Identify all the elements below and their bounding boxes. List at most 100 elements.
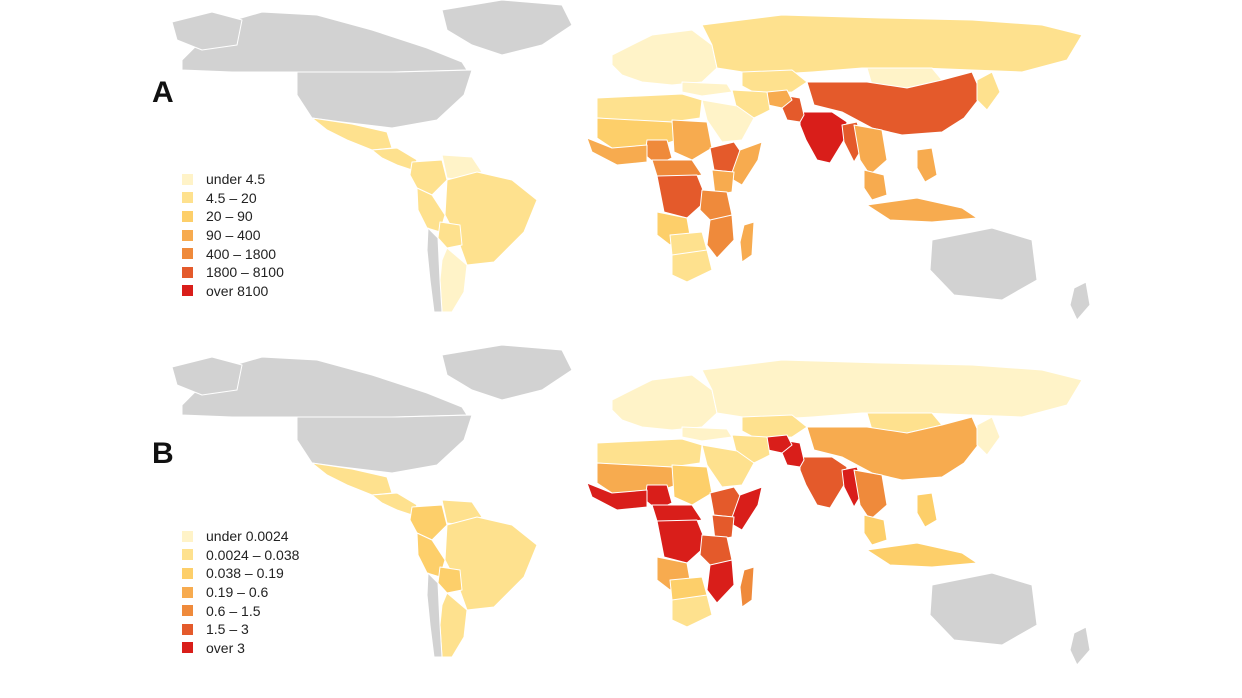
world-map-a — [171, 0, 1091, 321]
panel-letter-a: A — [152, 76, 174, 109]
legend-label: 4.5 – 20 — [206, 189, 257, 206]
region-mozambique — [706, 214, 735, 259]
region-central-america — [371, 147, 418, 171]
region-kazakhstan — [741, 414, 808, 440]
region-central-america — [371, 492, 418, 516]
region-turkey — [681, 426, 733, 442]
region-philippines — [916, 147, 938, 183]
legend-item: under 4.5 — [182, 170, 284, 189]
region-canada — [181, 11, 468, 73]
legend-item: 0.6 – 1.5 — [182, 601, 299, 620]
legend-swatch — [182, 285, 193, 297]
region-bolivia — [437, 221, 463, 249]
region-sudan — [671, 464, 713, 506]
region-greenland — [441, 0, 573, 56]
legend-swatch — [182, 586, 193, 598]
legend-label: 0.038 – 0.19 — [206, 565, 284, 582]
region-west-africa-coast — [586, 137, 648, 166]
region-west-africa-coast — [586, 482, 648, 511]
legend-swatch — [182, 623, 193, 635]
figure: A under 4.5 4.5 – 20 20 – 90 90 – 400 40… — [142, 0, 1104, 690]
region-arabia — [701, 444, 755, 488]
legend-label: over 3 — [206, 639, 245, 656]
region-europe — [611, 29, 718, 86]
region-southeast-asia — [863, 514, 888, 546]
region-sudan — [671, 119, 713, 161]
region-australia — [929, 572, 1038, 646]
legend-label: over 8100 — [206, 282, 269, 299]
legend-swatch — [182, 605, 193, 617]
region-chile — [426, 227, 443, 313]
region-brazil — [444, 516, 538, 611]
region-indonesia — [866, 542, 978, 568]
world-map-b — [171, 345, 1091, 666]
region-new-zealand — [1069, 626, 1091, 666]
region-turkey — [681, 81, 733, 97]
region-north-africa — [596, 438, 703, 468]
legend-swatch — [182, 530, 193, 542]
legend-label: 90 – 400 — [206, 227, 261, 244]
legend-label: 1.5 – 3 — [206, 621, 249, 638]
legend-swatch — [182, 567, 193, 579]
region-argentina — [439, 592, 468, 658]
region-indochina — [853, 469, 888, 521]
region-china — [806, 71, 983, 136]
region-mozambique — [706, 559, 735, 604]
legend-item: 0.0024 – 0.038 — [182, 546, 299, 565]
legend-item: 4.5 – 20 — [182, 189, 284, 208]
region-russia — [701, 359, 1083, 421]
region-russia — [701, 14, 1083, 76]
region-madagascar — [739, 221, 755, 263]
legend-swatch — [182, 642, 193, 654]
region-china — [806, 416, 983, 481]
legend-b: under 0.0024 0.0024 – 0.038 0.038 – 0.19… — [182, 527, 299, 657]
region-japan — [976, 416, 1001, 456]
region-europe — [611, 374, 718, 431]
region-colombia — [409, 159, 448, 196]
region-alaska — [171, 11, 243, 51]
legend-item: 1.5 – 3 — [182, 620, 299, 639]
legend-item: over 3 — [182, 639, 299, 658]
legend-label: 0.19 – 0.6 — [206, 584, 269, 601]
legend-item: 0.19 – 0.6 — [182, 583, 299, 602]
region-indochina — [853, 124, 888, 176]
region-united-states — [296, 414, 473, 474]
region-north-africa — [596, 93, 703, 123]
legend-swatch — [182, 229, 193, 241]
region-kazakhstan — [741, 69, 808, 95]
region-congo — [656, 519, 708, 564]
region-australia — [929, 227, 1038, 301]
region-kenya — [711, 169, 735, 196]
region-new-zealand — [1069, 281, 1091, 321]
legend-label: 0.0024 – 0.038 — [206, 546, 300, 563]
region-united-states — [296, 69, 473, 129]
panel-letter-b: B — [152, 437, 174, 470]
legend-swatch — [182, 549, 193, 561]
legend-swatch — [182, 173, 193, 185]
region-argentina — [439, 247, 468, 313]
region-indonesia — [866, 197, 978, 223]
region-alaska — [171, 356, 243, 396]
legend-item: 90 – 400 — [182, 226, 284, 245]
legend-label: 20 – 90 — [206, 208, 253, 225]
region-chile — [426, 572, 443, 658]
panel-b: B under 0.0024 0.0024 – 0.038 0.038 – 0.… — [142, 345, 1104, 690]
legend-item: 20 – 90 — [182, 207, 284, 226]
region-south-africa — [671, 594, 713, 628]
region-colombia — [409, 504, 448, 541]
legend-label: 0.6 – 1.5 — [206, 602, 261, 619]
legend-swatch — [182, 266, 193, 278]
region-south-africa — [671, 249, 713, 283]
region-india — [799, 456, 848, 509]
region-bolivia — [437, 566, 463, 594]
legend-swatch — [182, 210, 193, 222]
region-congo — [656, 174, 708, 219]
region-greenland — [441, 345, 573, 401]
region-southeast-asia — [863, 169, 888, 201]
region-philippines — [916, 492, 938, 528]
legend-item: 0.038 – 0.19 — [182, 564, 299, 583]
region-india — [799, 111, 848, 164]
legend-item: over 8100 — [182, 282, 284, 301]
legend-label: 1800 – 8100 — [206, 264, 284, 281]
legend-a: under 4.5 4.5 – 20 20 – 90 90 – 400 400 … — [182, 170, 284, 300]
